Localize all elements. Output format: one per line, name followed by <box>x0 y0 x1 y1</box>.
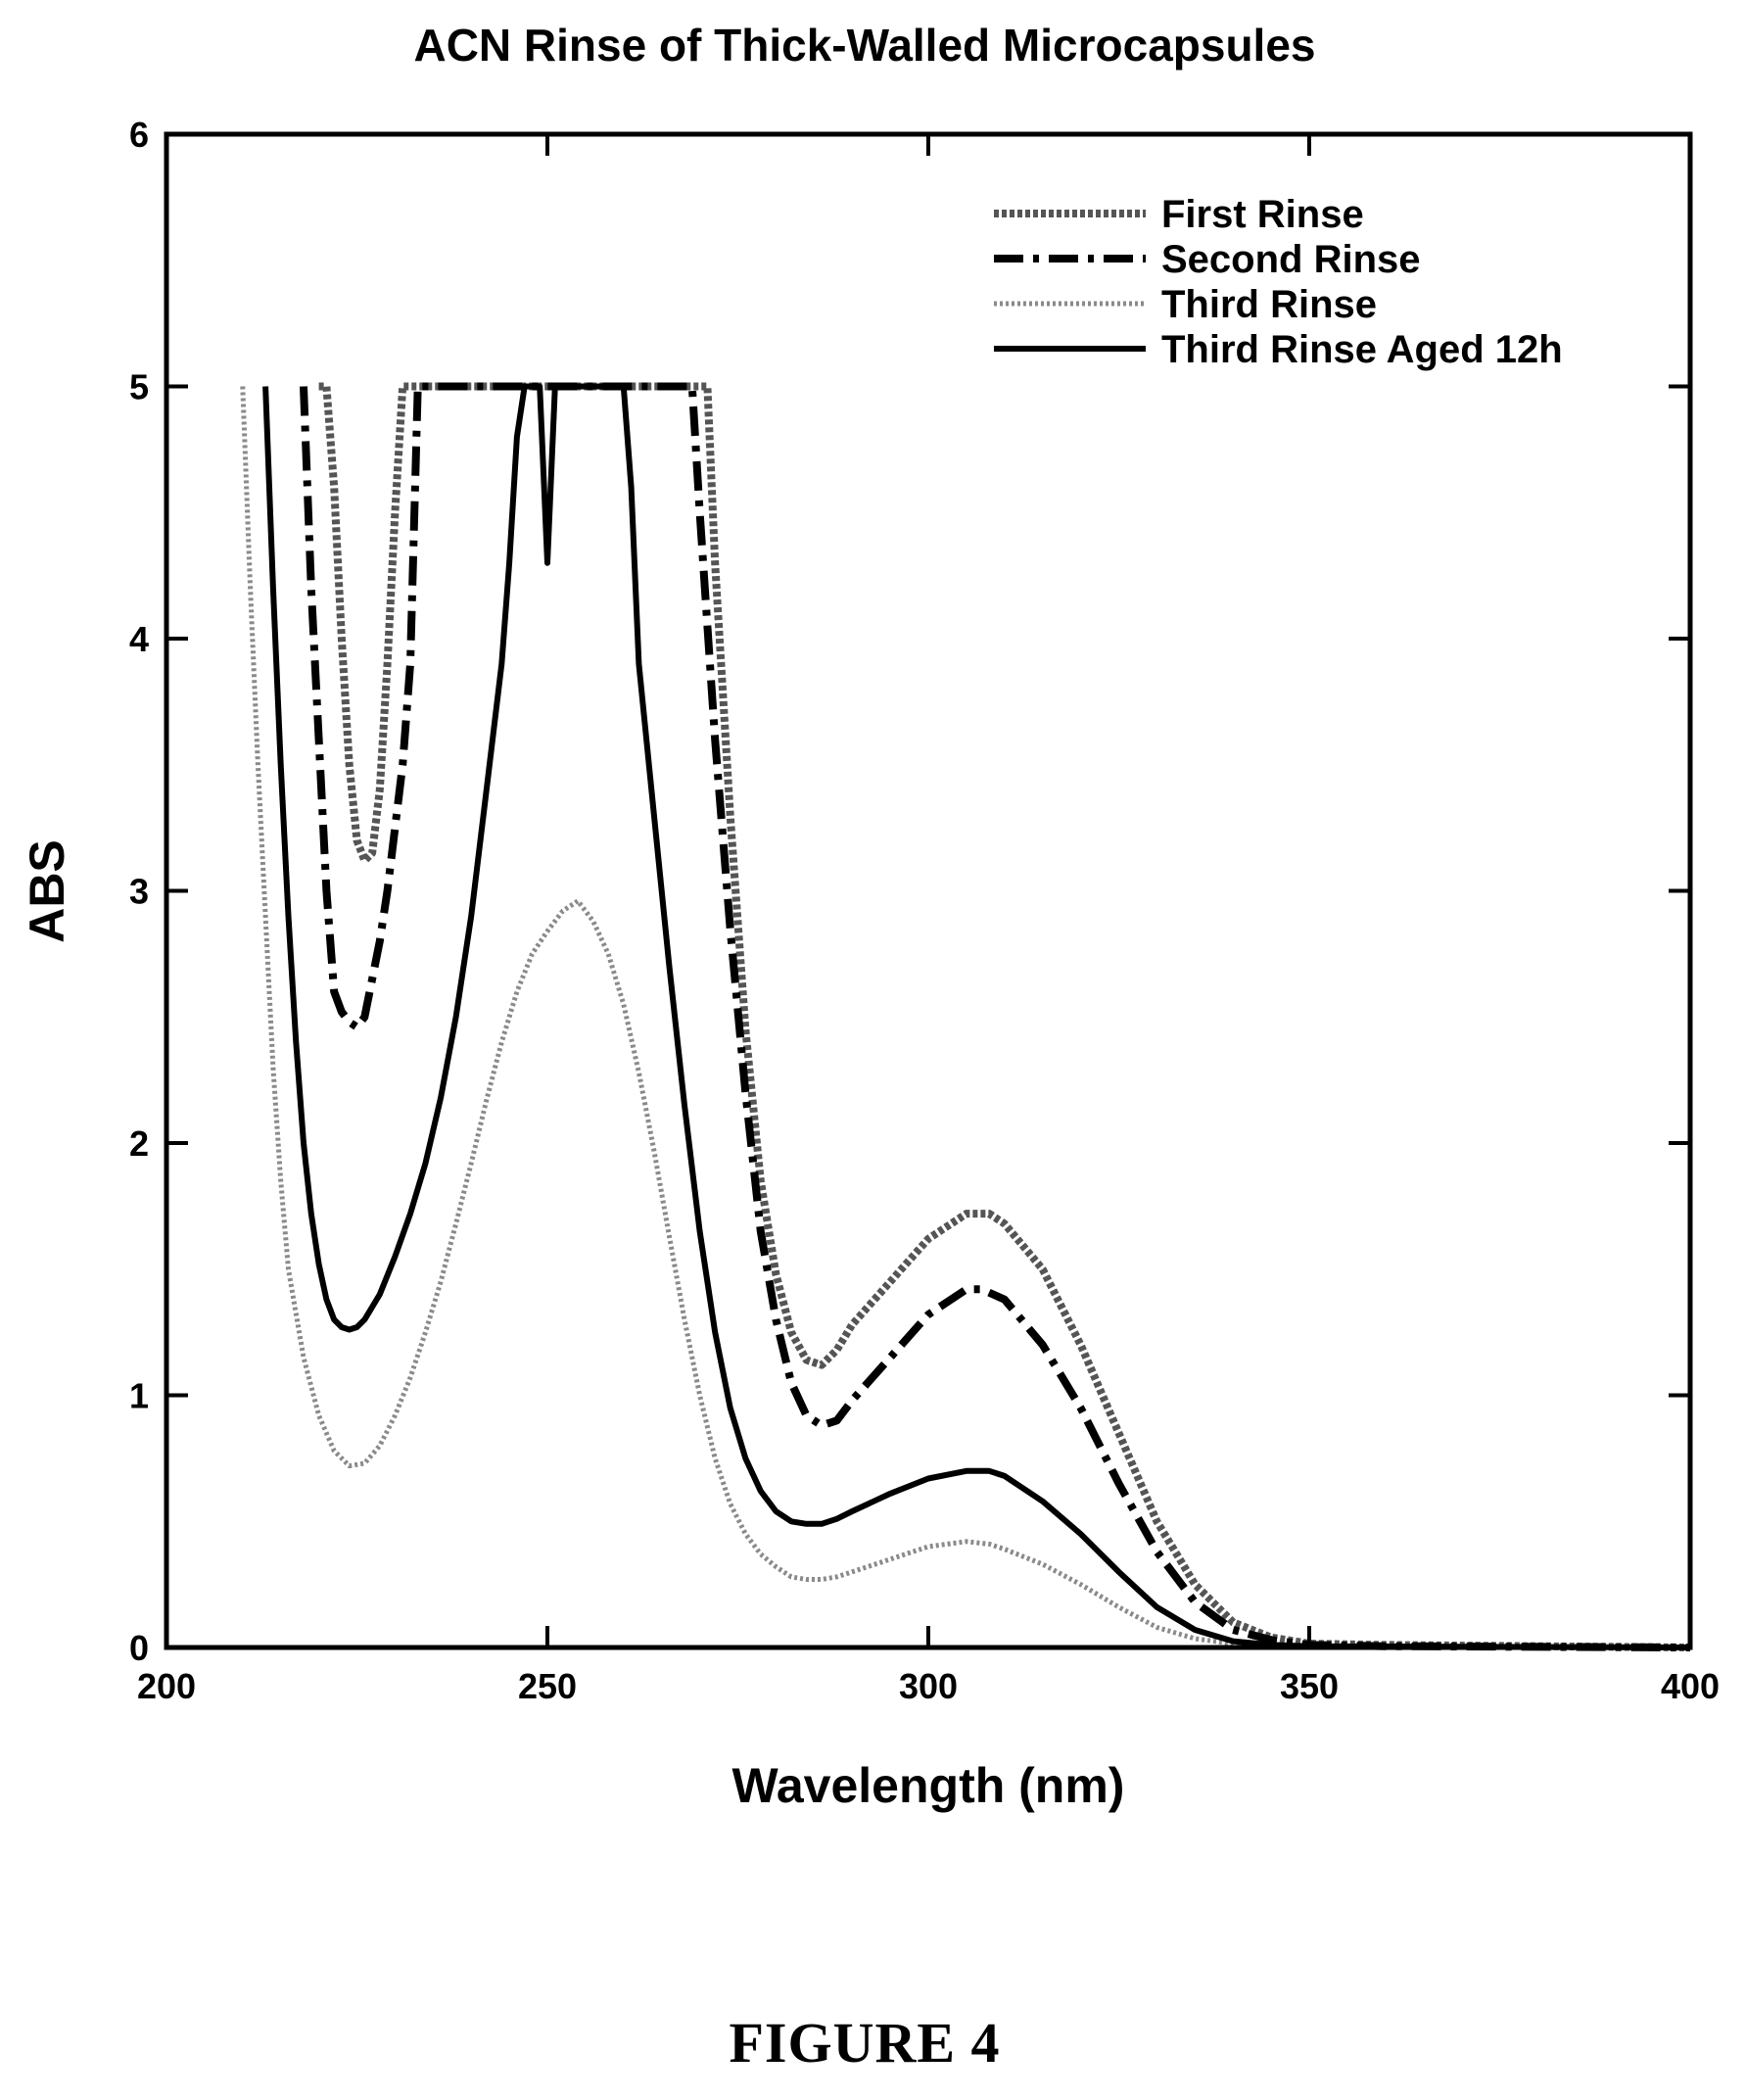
x-tick-label: 250 <box>518 1666 577 1706</box>
chart-title: ACN Rinse of Thick-Walled Microcapsules <box>413 20 1315 71</box>
x-tick-label: 350 <box>1280 1666 1339 1706</box>
y-tick-label: 5 <box>129 367 149 407</box>
y-tick-label: 0 <box>129 1628 149 1668</box>
x-axis-label: Wavelength (nm) <box>732 1758 1125 1813</box>
series-layer <box>240 382 1691 1651</box>
series-line-3 <box>240 386 1691 1650</box>
y-axis-label: ABS <box>20 839 74 943</box>
x-tick-label: 300 <box>899 1666 958 1706</box>
y-tick-label: 6 <box>129 115 149 155</box>
series-line-1 <box>318 382 1691 1651</box>
legend-label-2: Second Rinse <box>1161 238 1421 281</box>
y-tick-label: 2 <box>129 1123 149 1164</box>
tick-layer: 200 250 300 350 400 0 1 2 3 4 5 6 <box>129 115 1720 1706</box>
x-tick-label: 200 <box>137 1666 196 1706</box>
legend-label-4: Third Rinse Aged 12h <box>1161 328 1563 371</box>
y-tick-label: 1 <box>129 1376 149 1416</box>
series-line-2 <box>300 382 1691 1651</box>
legend-label-1: First Rinse <box>1161 193 1364 236</box>
y-tick-label: 3 <box>129 872 149 912</box>
y-tick-label: 4 <box>129 619 149 659</box>
figure-caption: FIGURE 4 <box>729 2011 1000 2075</box>
x-tick-label: 400 <box>1661 1666 1720 1706</box>
series-line-4 <box>262 383 1691 1650</box>
legend-label-3: Third Rinse <box>1161 283 1377 326</box>
